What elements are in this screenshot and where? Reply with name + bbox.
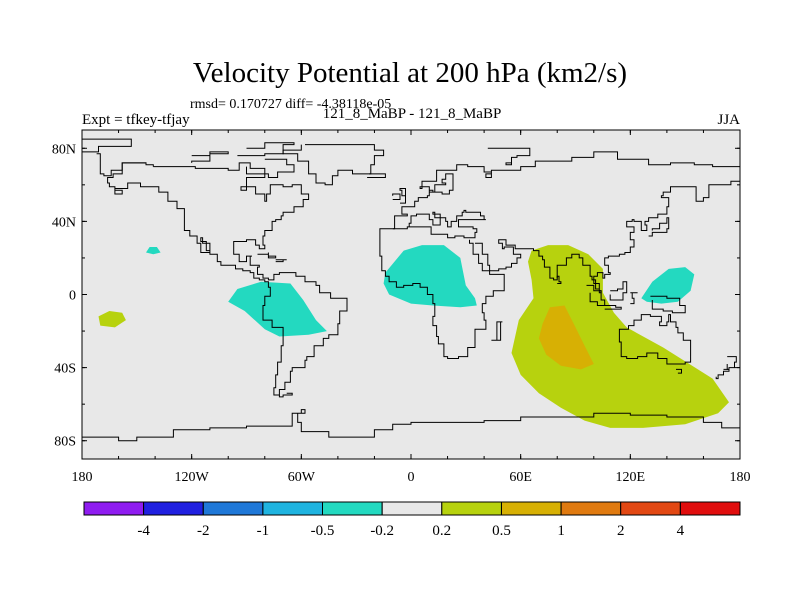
coastline-29 (237, 142, 295, 157)
model-comparison-label: 121_8_MaBP - 121_8_MaBP (323, 106, 502, 122)
colorbar-label: -0.5 (311, 523, 335, 539)
x-tick-label: 0 (408, 470, 415, 485)
map-plot-area (82, 130, 740, 459)
colorbar-swatch (679, 501, 741, 516)
coastline-1 (82, 138, 132, 153)
y-tick-label: 40S (54, 362, 76, 377)
coastline-28 (487, 147, 531, 166)
coastline-4 (107, 162, 348, 396)
coastline-3 (282, 144, 385, 186)
coastline-11 (604, 305, 622, 310)
colorbar-label: 2 (617, 523, 625, 539)
contour-region-6 (511, 245, 729, 428)
coastline-21 (399, 188, 406, 204)
colorbar-swatch (143, 501, 204, 516)
contour-region-5 (641, 267, 695, 304)
colorbar-label: 4 (677, 523, 685, 539)
stats-line: rmsd= 0.170727 diff= -4.38118e-05 (190, 97, 391, 112)
contour-region-1 (146, 247, 161, 255)
x-tick-label: 180 (72, 470, 93, 485)
coastline-10 (586, 284, 606, 306)
colorbar-swatch (381, 501, 443, 516)
chart-title: Velocity Potential at 200 hPa (km2/s) (193, 57, 627, 89)
coastline-15 (618, 314, 692, 365)
colorbar-swatch (620, 501, 681, 516)
coastline-6 (392, 209, 486, 239)
coastline-25 (275, 259, 287, 263)
y-axis: 80N 40N 0 40S 80S (52, 142, 740, 450)
colorbar-swatch (501, 501, 562, 516)
coastline-24 (257, 252, 277, 259)
coastline-18 (715, 368, 730, 380)
x-tick-label: 120E (616, 470, 646, 485)
coastline-27 (82, 409, 740, 442)
colorbar-swatch (83, 501, 145, 516)
experiment-label: Expt = tfkey-tfjay (82, 112, 190, 128)
colorbar-swatch (202, 501, 264, 516)
x-axis: 180 120W 60W 0 60E 120E 180 (72, 130, 751, 485)
coastline-22 (392, 193, 401, 200)
colorbar-label: 0.5 (492, 523, 511, 539)
colorbar-label: -2 (197, 523, 210, 539)
coastline-8 (475, 175, 740, 294)
y-tick-label: 0 (69, 289, 76, 304)
colorbar-swatch (560, 501, 622, 516)
x-tick-label: 120W (175, 470, 210, 485)
y-tick-label: 40N (52, 215, 76, 230)
colorbar-label: 1 (557, 523, 565, 539)
x-tick-label: 60W (288, 470, 316, 485)
coastline-13 (630, 292, 638, 305)
coastline-19 (491, 321, 503, 341)
coastline-30 (191, 151, 229, 163)
coastline-9 (648, 217, 670, 237)
coastline-16 (676, 368, 682, 374)
colorbar-swatch (441, 501, 502, 516)
coastline-26 (278, 392, 293, 398)
contour-region-3 (228, 281, 327, 337)
contour-region-4 (383, 245, 477, 308)
coastline-layer (82, 138, 740, 442)
colorbar-swatch (262, 501, 323, 516)
season-label: JJA (717, 112, 740, 128)
colorbar-label: -0.2 (370, 523, 394, 539)
coastline-14 (650, 295, 686, 314)
coastline-20 (556, 275, 562, 284)
colorbar-swatch (322, 501, 383, 516)
colorbar-label: -1 (257, 523, 270, 539)
coastline-12 (609, 281, 628, 301)
colorbar: -4 -2 -1 -0.5 -0.2 0.2 0.5 1 2 4 (83, 501, 741, 539)
contour-region-2 (98, 311, 126, 328)
y-tick-label: 80N (52, 142, 76, 157)
coastline-31 (246, 158, 295, 178)
x-tick-label: 180 (730, 470, 751, 485)
coastline-5 (392, 151, 740, 230)
colorbar-label: -4 (137, 523, 150, 539)
coastline-7 (379, 228, 505, 359)
coastline-23 (367, 173, 386, 178)
y-tick-label: 80S (54, 435, 76, 450)
contour-fill-layer (98, 245, 729, 428)
contour-region-7 (538, 305, 594, 370)
x-tick-label: 60E (509, 470, 532, 485)
colorbar-label: 0.2 (432, 523, 451, 539)
